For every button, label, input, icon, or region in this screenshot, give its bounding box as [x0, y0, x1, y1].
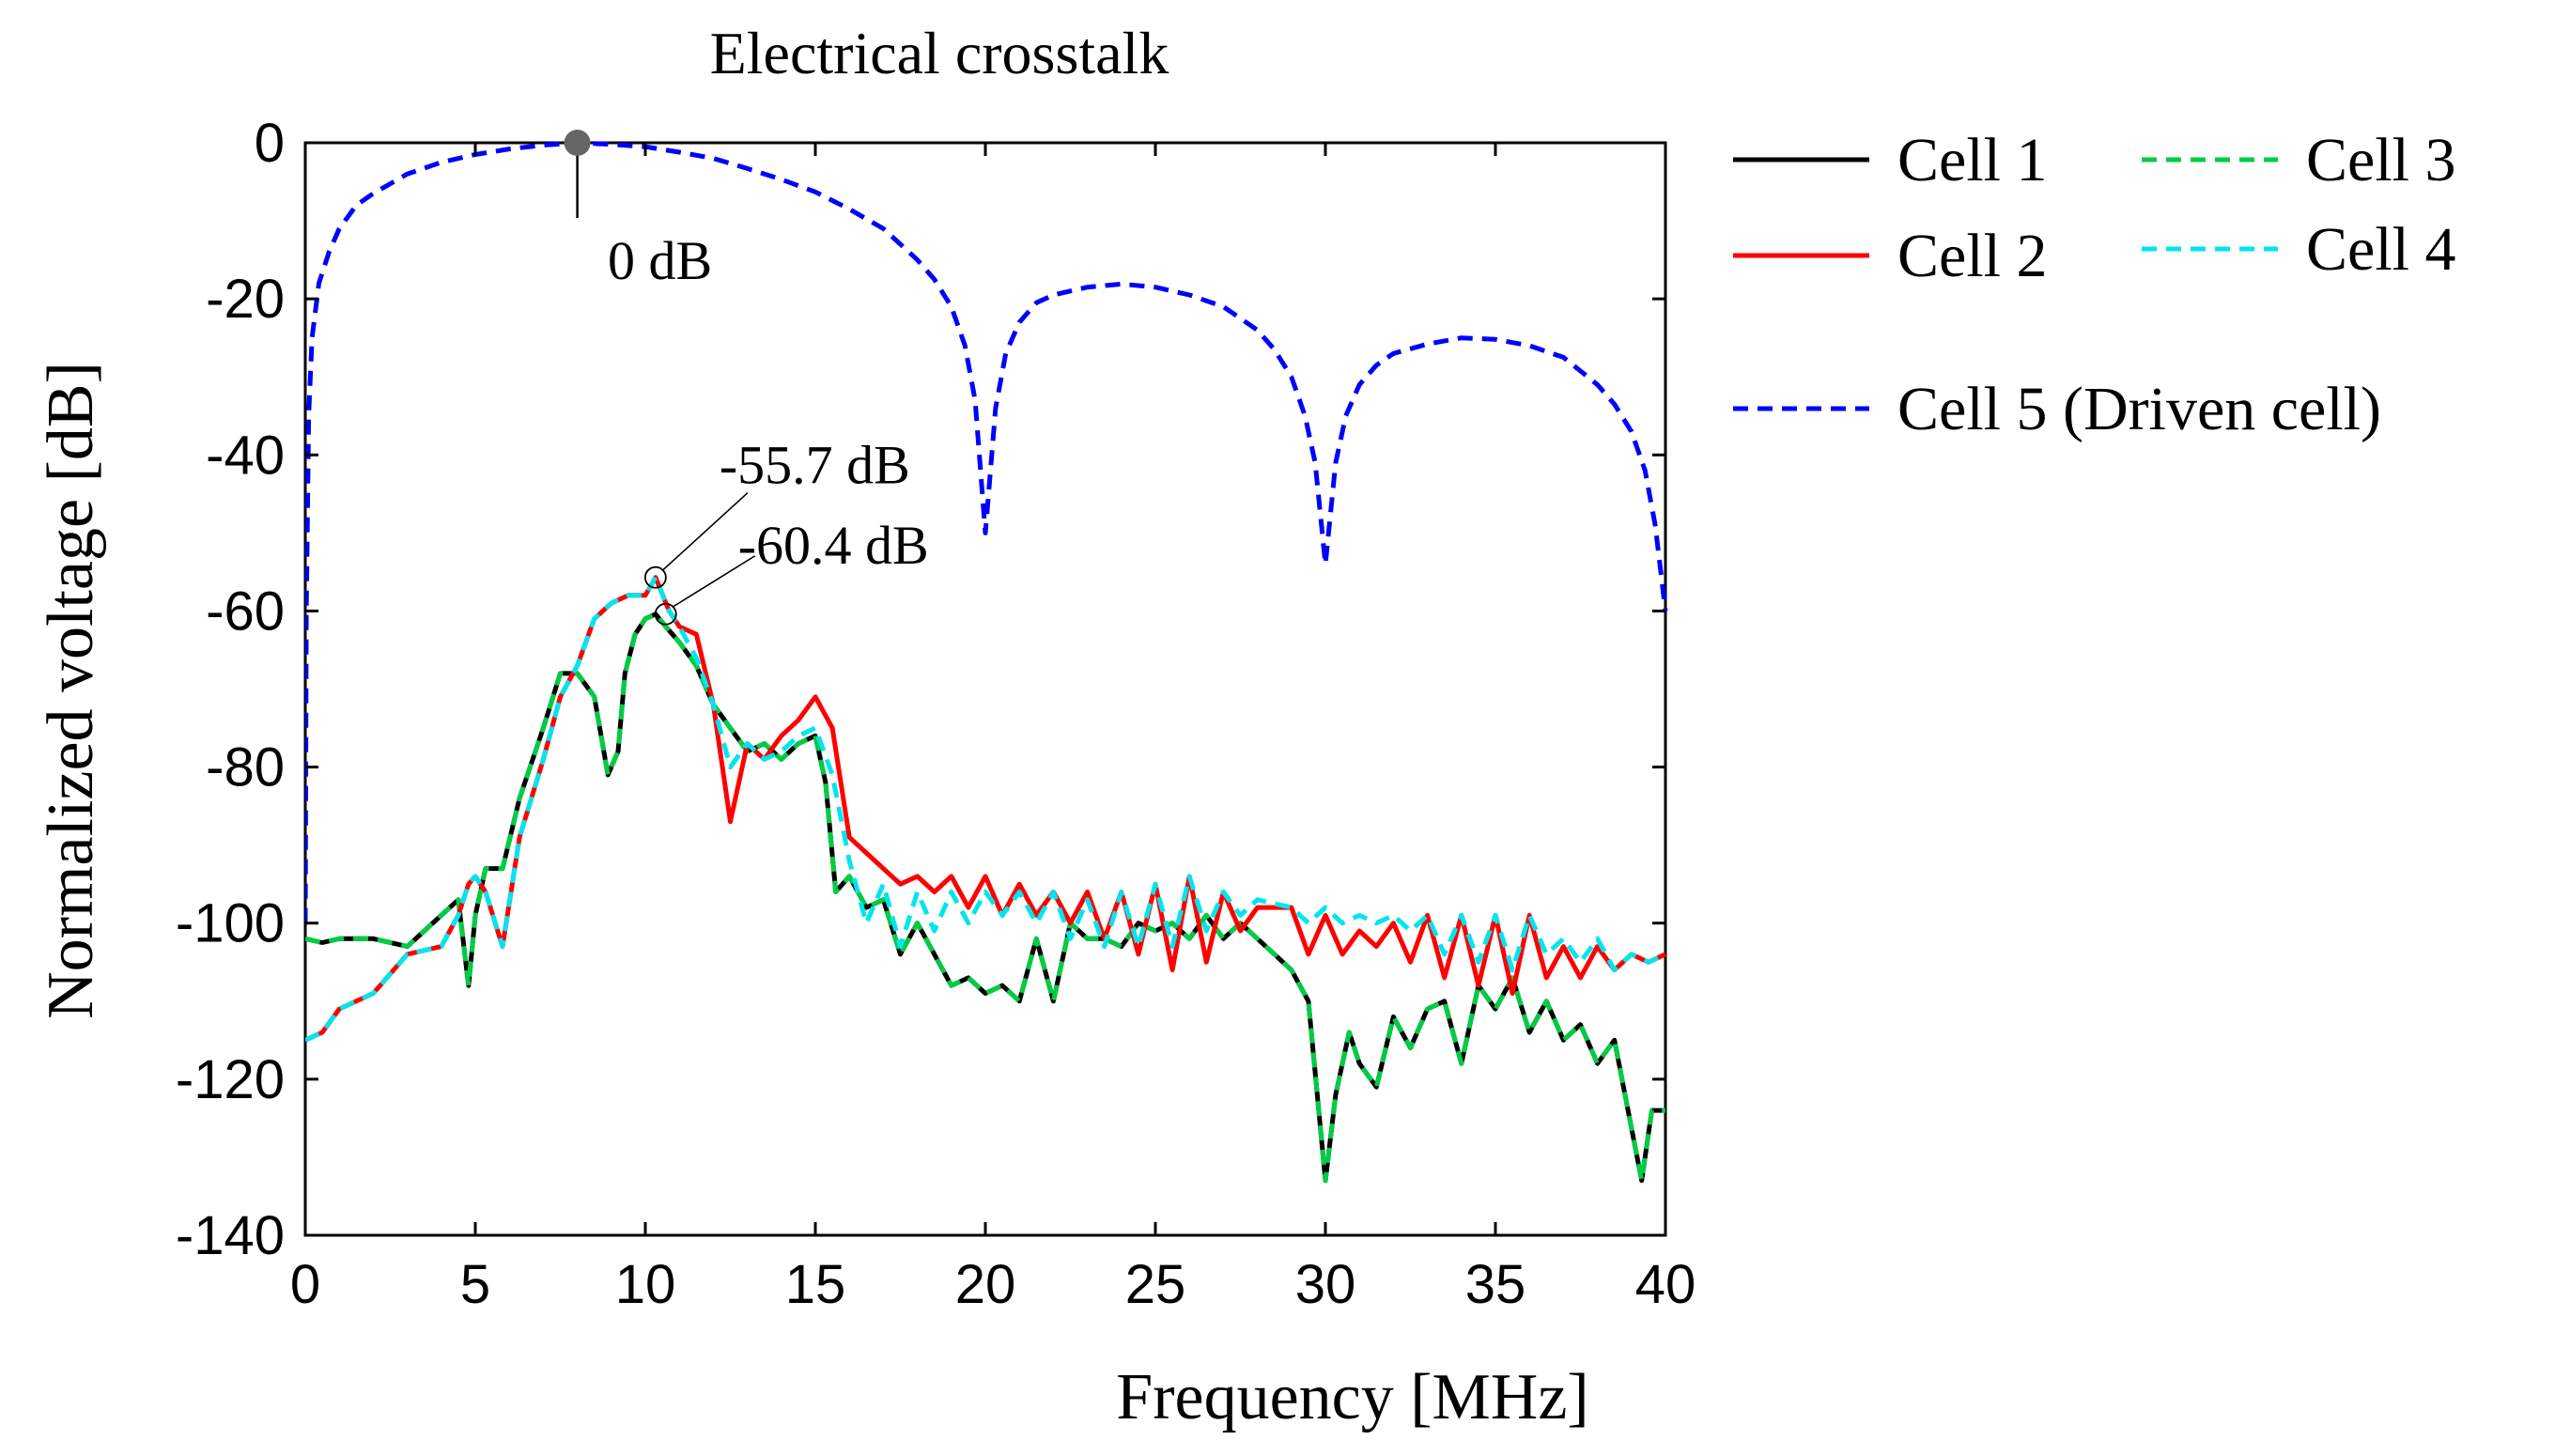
legend-label: Cell 1 [1897, 126, 2048, 194]
legend-label: Cell 5 (Driven cell) [1897, 375, 2381, 443]
annotation-marker [564, 130, 591, 156]
series-line-2 [305, 575, 1667, 1043]
y-tick-label: -120 [176, 1049, 285, 1110]
x-tick-label: 10 [615, 1254, 676, 1315]
annotation-label: -60.4 dB [738, 515, 929, 576]
series-line-4 [305, 575, 1667, 1043]
x-tick-label: 40 [1635, 1254, 1696, 1315]
y-axis: 0 -20 -40 -60 -80 -100 -120 -140 [176, 113, 1665, 1266]
series-line-5 [305, 140, 1668, 923]
annotation-leader [662, 492, 749, 571]
annotation-label: 0 dB [608, 230, 712, 291]
plot-area [303, 140, 1668, 1237]
x-tick-label: 30 [1295, 1254, 1356, 1315]
x-tick-label: 0 [290, 1254, 320, 1315]
chart-title: Electrical crosstalk [710, 20, 1169, 86]
annotations: 0 dB -55.7 dB -60.4 dB [564, 130, 929, 626]
x-tick-label: 25 [1125, 1254, 1186, 1315]
x-tick-label: 20 [955, 1254, 1016, 1315]
series-group [305, 140, 1668, 1184]
x-axis-label: Frequency [MHz] [1116, 1361, 1588, 1433]
legend: Cell 1 Cell 2 Cell 3 Cell 4 Cell 5 (Driven c… [1733, 126, 2456, 443]
y-tick-label: 0 [255, 113, 285, 174]
y-axis-label: Normalized voltage [dB] [35, 362, 107, 1019]
plot-frame [303, 141, 1667, 1237]
legend-label: Cell 3 [2306, 126, 2456, 194]
y-tick-label: -100 [176, 893, 285, 954]
annotation-leader [673, 555, 756, 608]
series-line-3 [305, 612, 1665, 1184]
y-tick-label: -20 [206, 269, 285, 330]
y-tick-label: -140 [176, 1205, 285, 1266]
y-tick-label: -80 [206, 737, 285, 798]
annotation-marker [643, 565, 667, 589]
x-tick-label: 5 [460, 1254, 490, 1315]
legend-label: Cell 2 [1897, 222, 2048, 290]
y-tick-label: -40 [206, 425, 285, 486]
x-tick-label: 35 [1465, 1254, 1526, 1315]
annotation-marker [654, 602, 677, 626]
y-tick-label: -60 [206, 581, 285, 642]
x-axis: 0 5 10 15 20 25 30 35 40 [290, 143, 1696, 1315]
x-tick-label: 15 [785, 1254, 846, 1315]
legend-label: Cell 4 [2306, 215, 2456, 284]
annotation-label: -55.7 dB [720, 435, 910, 496]
